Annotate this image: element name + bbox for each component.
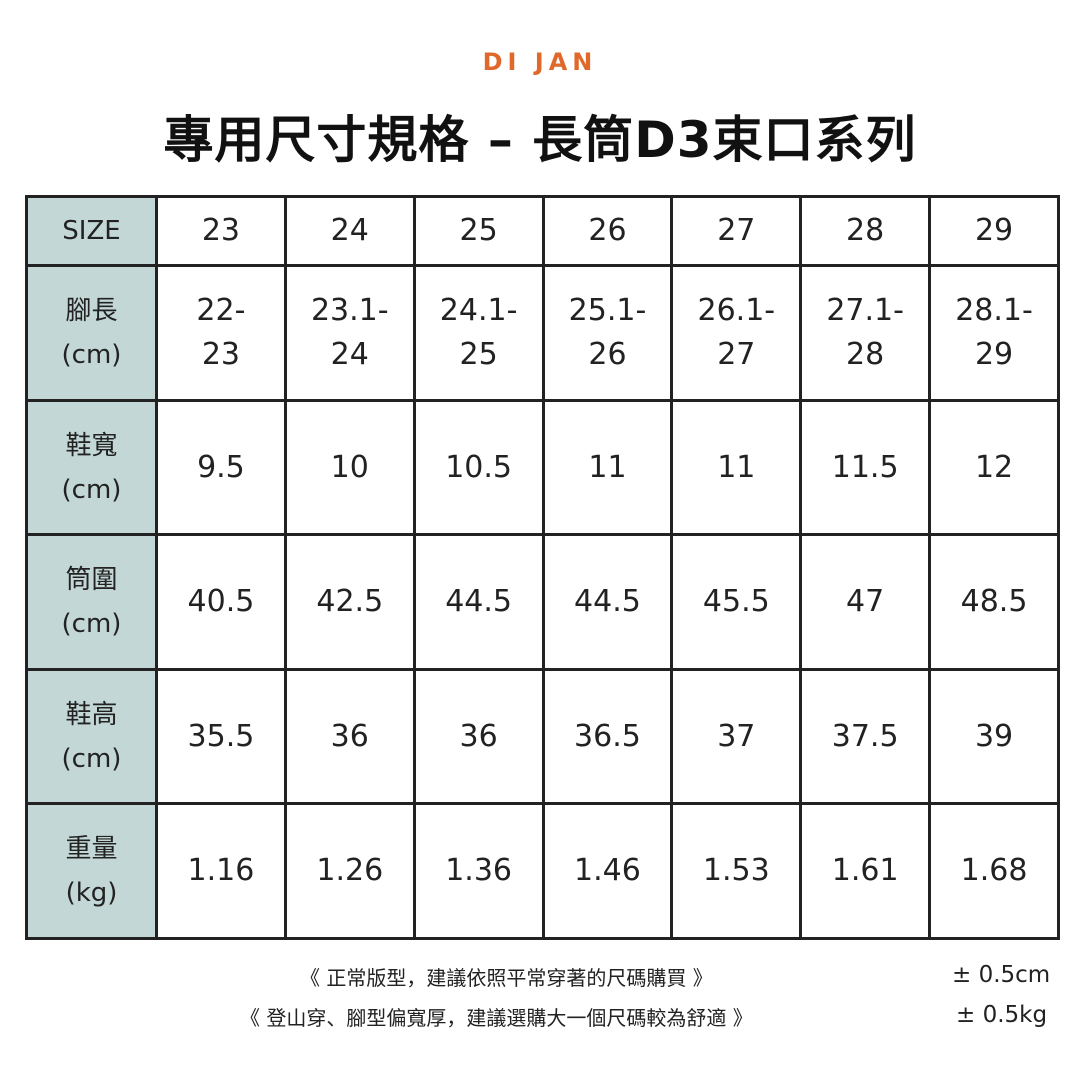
table-cell: 11: [541, 398, 674, 537]
table-cell: 48.5: [928, 533, 1060, 671]
table-cell: 44.5: [412, 533, 545, 671]
table-cell: 11: [670, 398, 803, 537]
table-cell: 27.1- 28: [799, 264, 932, 402]
table-row: 腳長 (cm) 22- 23 23.1- 24 24.1- 25 25.1- 26 26.…: [25, 264, 1060, 402]
row-header: 腳長 (cm): [25, 264, 158, 402]
table-cell: 22- 23: [155, 264, 287, 402]
brand-logo: DI JAN: [482, 48, 598, 76]
note-regular-fit: 《 正常版型，建議依照平常穿著的尺碼購買 》: [300, 966, 713, 990]
table-cell: 39: [928, 667, 1060, 806]
table-cell: 37: [670, 667, 803, 806]
table-cell: 11.5: [799, 398, 932, 537]
table-cell: 28: [799, 194, 932, 268]
table-row: 鞋寬 (cm) 9.5 10 10.5 11 11 11.5 12: [25, 398, 1060, 537]
table-cell: 29: [928, 194, 1060, 268]
table-cell: 1.68: [928, 802, 1060, 940]
row-header: 鞋寬 (cm): [25, 398, 158, 537]
table-cell: 35.5: [155, 667, 287, 806]
table-cell: 25: [412, 194, 545, 268]
table-cell: 1.26: [283, 802, 416, 940]
tolerance-cm: ± 0.5cm: [952, 962, 1051, 988]
table-cell: 24.1- 25: [412, 264, 545, 402]
table-row: SIZE 23 24 25 26 27 28 29: [25, 194, 1060, 268]
table-cell: 23: [155, 194, 287, 268]
table-cell: 36.5: [541, 667, 674, 806]
row-header: 鞋高 (cm): [25, 667, 158, 806]
table-cell: 10.5: [412, 398, 545, 537]
table-cell: 42.5: [283, 533, 416, 671]
table-cell: 36: [412, 667, 545, 806]
note-hiking-fit: 《 登山穿、腳型偏寬厚，建議選購大一個尺碼較為舒適 》: [240, 1006, 753, 1030]
table-cell: 37.5: [799, 667, 932, 806]
table-cell: 47: [799, 533, 932, 671]
row-header: SIZE: [25, 194, 158, 268]
table-cell: 44.5: [541, 533, 674, 671]
table-row: 筒圍 (cm) 40.5 42.5 44.5 44.5 45.5 47 48.5: [25, 533, 1060, 671]
table-cell: 1.16: [155, 802, 287, 940]
tolerance-kg: ± 0.5kg: [956, 1002, 1048, 1028]
table-cell: 26: [541, 194, 674, 268]
table-cell: 12: [928, 398, 1060, 537]
table-cell: 1.46: [541, 802, 674, 940]
table-cell: 45.5: [670, 533, 803, 671]
table-row: 重量 (kg) 1.16 1.26 1.36 1.46 1.53 1.61 1.68: [25, 802, 1060, 940]
table-cell: 1.61: [799, 802, 932, 940]
table-cell: 40.5: [155, 533, 287, 671]
table-row: 鞋高 (cm) 35.5 36 36 36.5 37 37.5 39: [25, 667, 1060, 806]
table-cell: 27: [670, 194, 803, 268]
table-cell: 1.53: [670, 802, 803, 940]
table-cell: 25.1- 26: [541, 264, 674, 402]
page-title: 專用尺寸規格 – 長筒D3束口系列: [163, 111, 917, 169]
table-cell: 36: [283, 667, 416, 806]
table-cell: 23.1- 24: [283, 264, 416, 402]
table-cell: 24: [283, 194, 416, 268]
table-cell: 10: [283, 398, 416, 537]
row-header: 重量 (kg): [25, 802, 158, 940]
table-cell: 1.36: [412, 802, 545, 940]
table-cell: 28.1- 29: [928, 264, 1060, 402]
table-cell: 26.1- 27: [670, 264, 803, 402]
size-table: SIZE 23 24 25 26 27 28 29 腳長 (cm) 22- 23 23.1- 24 2…: [25, 194, 1060, 940]
row-header: 筒圍 (cm): [25, 533, 158, 671]
table-cell: 9.5: [155, 398, 287, 537]
